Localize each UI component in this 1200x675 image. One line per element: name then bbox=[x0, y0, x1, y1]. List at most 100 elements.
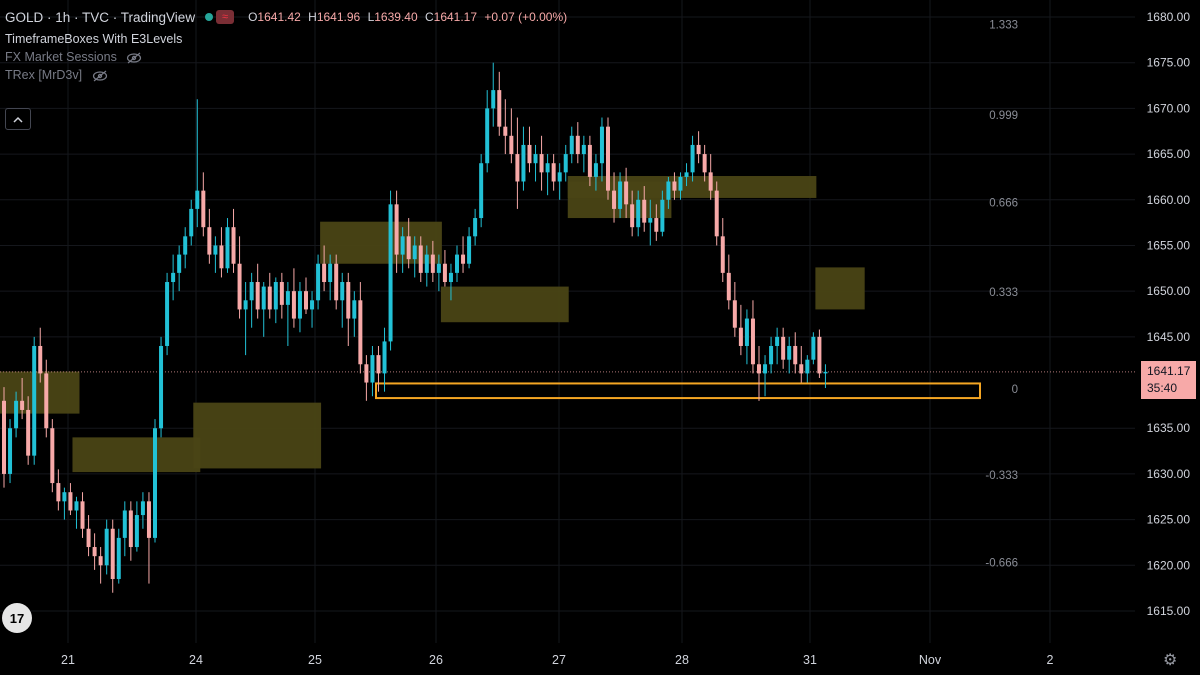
candle-body bbox=[744, 318, 749, 346]
candle-body bbox=[455, 254, 459, 273]
candle-body bbox=[545, 163, 550, 173]
candle-body bbox=[593, 163, 598, 177]
y-tick-label: 1645.00 bbox=[1147, 330, 1191, 344]
candle-body bbox=[497, 90, 502, 127]
eye-off-icon[interactable] bbox=[92, 70, 108, 82]
candle-body bbox=[612, 190, 617, 209]
candle-body bbox=[678, 176, 683, 191]
candle-body bbox=[763, 364, 768, 374]
candle-body bbox=[273, 282, 278, 310]
x-tick-label: Nov bbox=[919, 653, 942, 667]
candle-body bbox=[376, 355, 381, 374]
candle-body bbox=[684, 172, 689, 177]
candle-body bbox=[757, 364, 761, 374]
candle-body bbox=[690, 144, 695, 173]
candle-body bbox=[491, 90, 496, 109]
session-box bbox=[72, 437, 201, 473]
candle-body bbox=[297, 291, 302, 319]
symbol-row: GOLD · 1h · TVC · TradingView ≈ O1641.42… bbox=[5, 6, 571, 28]
candle-body bbox=[177, 254, 182, 273]
candle-body bbox=[346, 282, 351, 319]
candle-body bbox=[382, 341, 387, 374]
level-label: -0.333 bbox=[985, 470, 1018, 482]
level-label: 0.333 bbox=[989, 287, 1018, 299]
indicator-trex[interactable]: TRex [MrD3v] bbox=[5, 68, 571, 82]
open-key: O bbox=[248, 10, 258, 24]
x-tick-label: 21 bbox=[61, 653, 75, 667]
candle-body bbox=[267, 286, 272, 310]
candle-body bbox=[509, 135, 514, 155]
candle-body bbox=[624, 181, 629, 205]
candle-body bbox=[563, 154, 568, 173]
candle-body bbox=[334, 263, 339, 301]
candle-body bbox=[448, 272, 453, 283]
candle-body bbox=[322, 263, 327, 283]
candle-body bbox=[122, 510, 127, 538]
indicator-timeframeboxes[interactable]: TimeframeBoxes With E3Levels bbox=[5, 32, 571, 46]
session-box bbox=[440, 286, 569, 323]
candle-body bbox=[316, 263, 321, 301]
candle-body bbox=[279, 282, 284, 305]
candle-body bbox=[146, 501, 151, 538]
level-label: -0.666 bbox=[985, 558, 1018, 570]
level-label: 0.666 bbox=[989, 198, 1018, 210]
candle-body bbox=[50, 428, 55, 484]
candle-body bbox=[358, 300, 363, 365]
y-tick-label: 1630.00 bbox=[1147, 467, 1191, 481]
x-tick-label: 26 bbox=[429, 653, 443, 667]
low-key: L bbox=[367, 10, 375, 24]
candle-body bbox=[606, 126, 610, 191]
candle-body bbox=[74, 501, 79, 511]
y-tick-label: 1635.00 bbox=[1147, 421, 1191, 435]
candle-body bbox=[231, 227, 236, 264]
wave-icon: ≈ bbox=[216, 10, 235, 24]
indicator-fx-sessions[interactable]: FX Market Sessions bbox=[5, 50, 571, 64]
candle-body bbox=[805, 359, 810, 374]
candle-body bbox=[618, 181, 623, 209]
candle-body bbox=[249, 282, 254, 301]
candle-body bbox=[261, 286, 266, 310]
candle-body bbox=[714, 190, 719, 237]
candle-body bbox=[708, 172, 713, 191]
market-status[interactable]: ≈ bbox=[205, 10, 235, 24]
price-axis[interactable]: 1680.00 1675.00 1670.00 1665.00 1660.00 1655.… bbox=[1147, 10, 1191, 618]
close-key: C bbox=[424, 10, 434, 24]
candle-body bbox=[467, 236, 472, 264]
candle-body bbox=[642, 199, 647, 223]
candle-body bbox=[630, 204, 635, 228]
candle-body bbox=[557, 172, 562, 182]
tradingview-logo[interactable]: 17 bbox=[2, 603, 32, 633]
highlight-zone[interactable] bbox=[375, 382, 981, 400]
time-axis[interactable]: 21 24 25 26 27 28 31 Nov 2 bbox=[61, 653, 1053, 667]
gear-icon[interactable]: ⚙ bbox=[1163, 652, 1178, 669]
candle-body bbox=[394, 204, 399, 255]
y-tick-label: 1655.00 bbox=[1147, 238, 1191, 252]
candle-body bbox=[787, 345, 792, 360]
candle-body bbox=[340, 282, 345, 301]
candle-body bbox=[400, 236, 405, 255]
candle-body bbox=[485, 108, 490, 164]
high-value: 1641.96 bbox=[316, 10, 361, 24]
x-tick-label: 28 bbox=[675, 653, 689, 667]
candle-body bbox=[793, 345, 798, 365]
candle-body bbox=[781, 336, 786, 360]
eye-off-icon[interactable] bbox=[126, 52, 142, 64]
candle-body bbox=[56, 483, 61, 502]
candle-body bbox=[364, 364, 369, 383]
collapse-legend-button[interactable] bbox=[5, 108, 31, 130]
y-tick-label: 1660.00 bbox=[1147, 193, 1191, 207]
candle-body bbox=[775, 336, 780, 346]
candle-body bbox=[291, 291, 296, 319]
candle-body bbox=[255, 282, 260, 310]
level-label: 0 bbox=[1012, 384, 1018, 396]
logo-text: 17 bbox=[9, 610, 25, 626]
market-open-dot-icon bbox=[205, 13, 214, 21]
symbol-title[interactable]: GOLD · 1h · TVC · TradingView bbox=[5, 9, 196, 25]
candle-body bbox=[666, 181, 671, 200]
low-value: 1639.40 bbox=[374, 10, 418, 24]
candle-body bbox=[62, 492, 67, 502]
x-tick-label: 31 bbox=[803, 653, 817, 667]
session-box bbox=[815, 267, 865, 310]
last-price-value: 1641.17 bbox=[1147, 364, 1191, 378]
